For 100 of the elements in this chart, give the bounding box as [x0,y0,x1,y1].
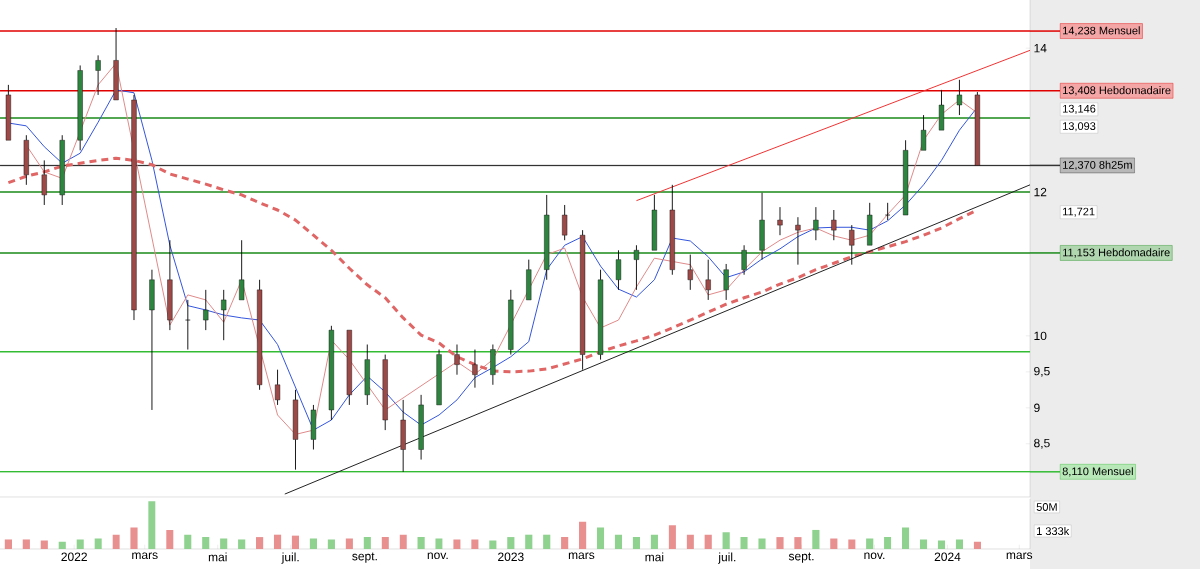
candlestick [113,27,119,101]
candlestick [562,204,568,241]
bar [758,538,766,549]
bar [309,538,318,549]
candlestick [292,389,299,471]
bar [76,539,84,549]
ref-line-label: 13,408 Hebdomadaire [1063,86,1171,96]
candlestick [490,344,496,386]
candlestick [23,134,29,186]
bar [668,525,676,549]
candlestick [544,194,550,281]
bar [722,532,730,549]
x-tick-label: mars [132,552,158,560]
candlestick [221,289,227,341]
bar [273,534,282,549]
candlestick [615,249,622,291]
bar [866,538,874,549]
bar [184,534,192,549]
candlestick [346,329,352,406]
candlestick [885,202,891,221]
x-tick-label: nov. [427,552,448,560]
bar [596,527,605,549]
text: 13,093 [1063,122,1096,132]
x-tick-label: mars [568,552,595,560]
candlestick [436,349,442,406]
bar [507,537,515,549]
candlestick [5,84,11,141]
bar [256,537,264,549]
bar [363,537,371,549]
text: 13,146 [1063,104,1096,114]
bar [40,540,48,549]
candlestick [920,114,927,151]
candlestick [382,354,388,431]
bar [650,534,658,549]
x-tick-label: juil. [281,552,299,564]
candlestick [418,394,424,461]
bar [884,537,892,549]
candlestick [633,244,640,291]
candlestick [364,344,370,406]
ref-line-label: 14,238 Mensuel [1063,26,1140,36]
candlestick [454,344,460,376]
candlestick [795,216,801,266]
bar [561,537,569,549]
candlestick [149,269,155,411]
candlestick [974,91,980,166]
bar [794,537,802,549]
x-tick-label: sept. [788,552,814,563]
bar [453,539,461,549]
candlestick [185,299,191,350]
bar [973,541,981,549]
x-tick-label: 2024 [934,552,961,562]
bar [686,534,694,549]
candlestick [831,209,837,241]
bar [614,534,623,549]
candlestick [687,254,693,291]
bar [919,539,928,549]
x-tick-label: mars [1006,552,1033,560]
bar [381,537,389,549]
x-tick-label: sept. [352,552,377,563]
text: 1 333k [1037,526,1070,536]
candlestick [651,194,657,251]
candlestick [167,239,173,331]
candlestick [759,192,765,261]
candlestick [938,89,945,131]
bar [435,538,443,549]
candlestick [705,259,711,301]
candlestick [508,289,514,356]
bar [417,537,425,549]
text: 11,721 [1063,207,1095,217]
bar [489,540,497,549]
candlestick [59,134,65,206]
candlestick [669,184,675,276]
bar [525,534,533,549]
bar [112,534,120,549]
bar [543,534,551,549]
bar [632,537,641,549]
bar [291,535,300,549]
candlestick [813,206,819,241]
x-tick-label: juil. [718,552,736,564]
candlestick [310,404,317,450]
bar [4,539,12,549]
candlestick [472,349,478,389]
candlestick [95,54,101,96]
candlestick [956,79,963,116]
bar [812,529,820,549]
text: 50M [1036,503,1057,511]
ref-line-label: 11,153 Hebdomadaire [1063,248,1170,258]
bar [579,521,587,549]
y-tick-label: 8,5 [1034,438,1050,449]
bar [399,534,407,549]
bar [902,527,910,549]
x-tick-label: mai [208,552,227,562]
candlestick [274,369,281,406]
candlestick [580,229,586,371]
bar [22,539,30,549]
bar [220,538,228,549]
x-tick-label: nov. [864,552,885,560]
x-tick-label: mai [645,552,664,562]
bar [148,501,156,549]
ref-line-label: 12,370 8h25m [1063,160,1132,171]
